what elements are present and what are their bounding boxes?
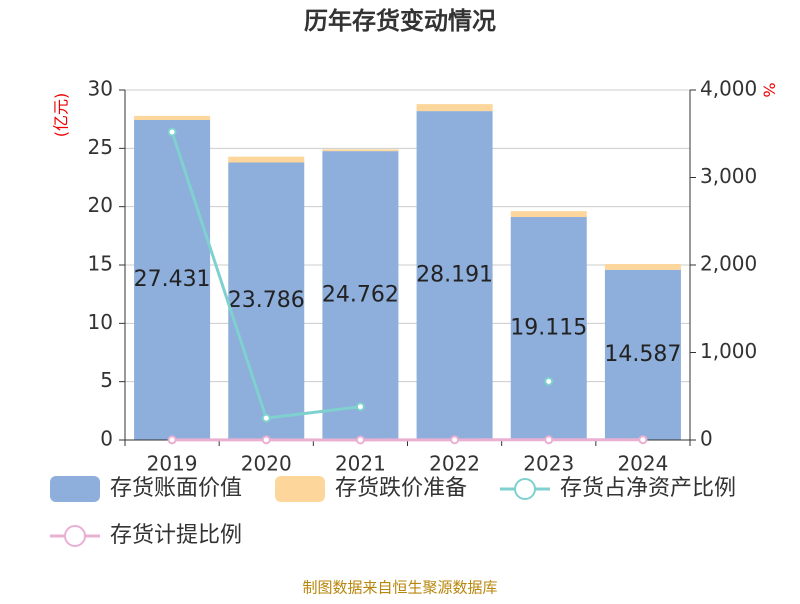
data-label: 19.115 bbox=[510, 315, 587, 340]
legend-swatch bbox=[50, 476, 100, 502]
y-tick-label: 30 bbox=[88, 77, 113, 101]
source-note: 制图数据来自恒生聚源数据库 bbox=[302, 579, 497, 597]
y2-tick-label: 4,000 bbox=[700, 77, 757, 101]
line-point bbox=[545, 378, 552, 385]
y2-axis-label: % bbox=[760, 82, 779, 97]
data-label: 24.762 bbox=[322, 283, 399, 308]
legend-label: 存货占净资产比例 bbox=[560, 476, 736, 501]
data-label: 28.191 bbox=[416, 263, 493, 288]
legend-swatch bbox=[515, 479, 535, 499]
bar bbox=[134, 116, 210, 120]
x-tick-label: 2024 bbox=[617, 452, 668, 476]
legend-swatch bbox=[65, 526, 85, 546]
legend-label: 存货计提比例 bbox=[110, 523, 242, 548]
line-point bbox=[169, 129, 176, 136]
bar bbox=[605, 264, 681, 270]
legend-swatch bbox=[275, 476, 325, 502]
bar bbox=[228, 157, 304, 163]
y-tick-label: 10 bbox=[88, 310, 113, 334]
x-tick-label: 2020 bbox=[241, 452, 292, 476]
line-point bbox=[357, 436, 364, 443]
data-label: 14.587 bbox=[604, 342, 681, 367]
legend-label: 存货跌价准备 bbox=[335, 476, 467, 501]
legend-label: 存货账面价值 bbox=[110, 476, 242, 501]
bar bbox=[322, 149, 398, 151]
line-point bbox=[545, 436, 552, 443]
bar bbox=[511, 211, 587, 217]
x-tick-label: 2022 bbox=[429, 452, 480, 476]
chart-title: 历年存货变动情况 bbox=[304, 7, 496, 35]
x-tick-label: 2023 bbox=[523, 452, 574, 476]
y2-tick-label: 2,000 bbox=[700, 252, 757, 276]
y-tick-label: 20 bbox=[88, 193, 113, 217]
y-tick-label: 0 bbox=[100, 427, 113, 451]
line-point bbox=[263, 415, 270, 422]
data-label: 27.431 bbox=[134, 267, 211, 292]
y-axis-label: (亿元) bbox=[52, 93, 71, 138]
line-point bbox=[169, 436, 176, 443]
y2-tick-label: 3,000 bbox=[700, 164, 757, 188]
line-point bbox=[357, 403, 364, 410]
y2-tick-label: 0 bbox=[700, 427, 713, 451]
line-point bbox=[451, 436, 458, 443]
y-tick-label: 5 bbox=[100, 368, 113, 392]
y-tick-label: 15 bbox=[88, 252, 113, 276]
line-point bbox=[639, 436, 646, 443]
y2-tick-label: 1,000 bbox=[700, 339, 757, 363]
bar bbox=[417, 104, 493, 111]
line-point bbox=[263, 436, 270, 443]
x-tick-label: 2021 bbox=[335, 452, 386, 476]
x-tick-label: 2019 bbox=[147, 452, 198, 476]
y-tick-label: 25 bbox=[88, 135, 113, 159]
data-label: 23.786 bbox=[228, 288, 305, 313]
